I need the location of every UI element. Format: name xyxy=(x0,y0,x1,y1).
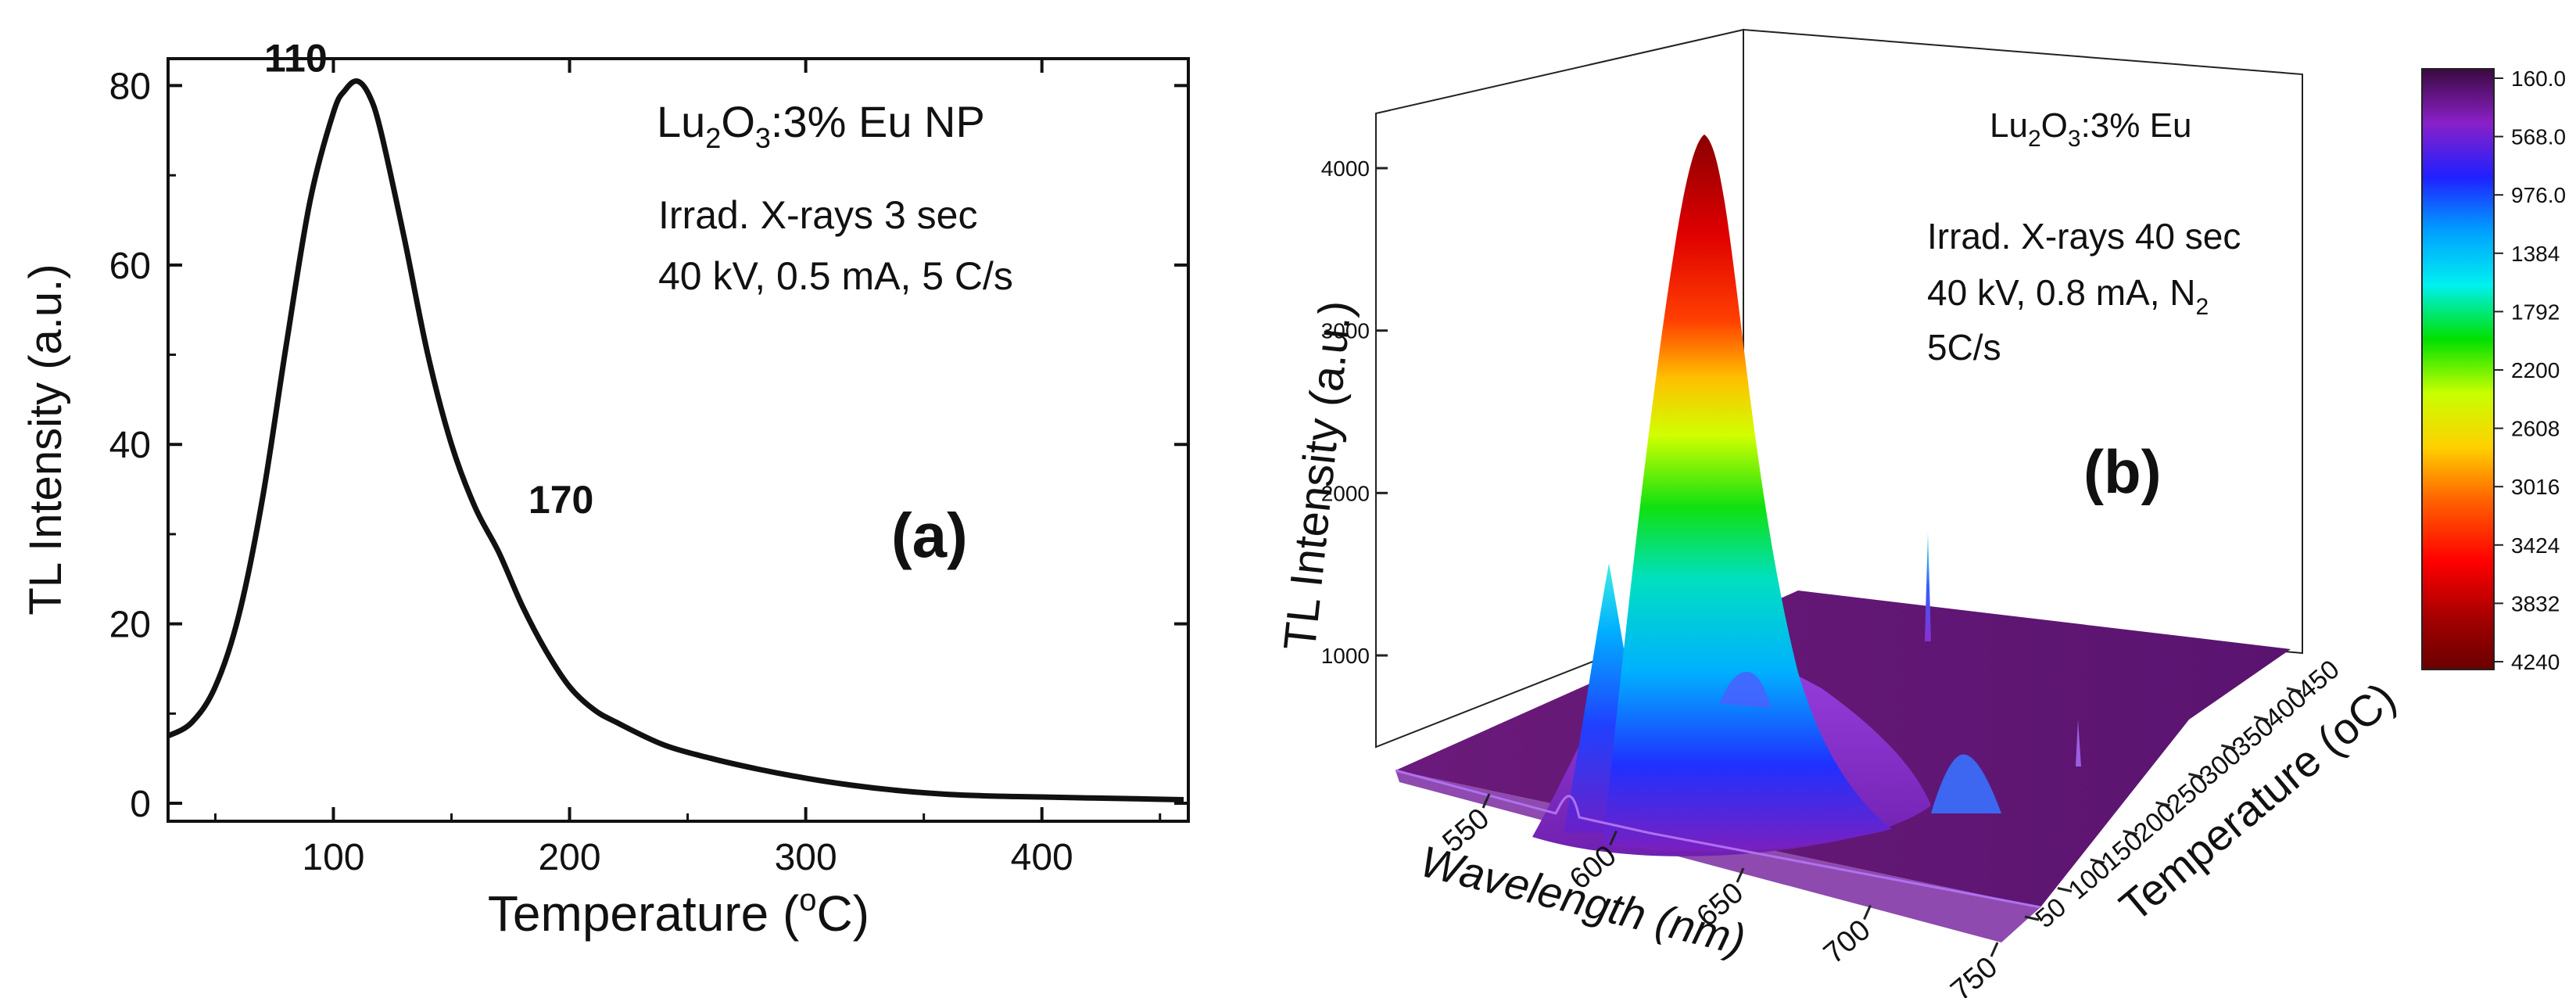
colorbar-label: 1792 xyxy=(2511,300,2560,324)
panel-label-a: (a) xyxy=(891,501,968,570)
colorbar-label: 3016 xyxy=(2511,475,2560,499)
surface-main-peak xyxy=(1603,135,1892,852)
temperature-tick xyxy=(2024,915,2040,921)
z-tick-label: 1000 xyxy=(1321,644,1370,668)
temperature-tick xyxy=(2123,830,2137,835)
y-tick-label-a: 60 xyxy=(109,246,151,287)
z-tick-label: 4000 xyxy=(1321,156,1370,181)
colorbar-label: 568.0 xyxy=(2511,125,2566,149)
colorbar-label: 4240 xyxy=(2511,650,2560,674)
wavelength-tick xyxy=(1609,830,1618,846)
tl-glow-curve xyxy=(167,78,1184,802)
x-tick-label-a: 200 xyxy=(538,837,600,878)
legend-b-line1: Lu2O3:3% Eu xyxy=(1990,106,2191,152)
x-tick-label-a: 400 xyxy=(1011,837,1073,878)
wavelength-tick xyxy=(1481,793,1491,809)
x-tick-label-a: 100 xyxy=(302,837,364,878)
peak-annotation-170: 170 xyxy=(528,478,593,522)
colorbar-label: 976.0 xyxy=(2511,183,2566,207)
colorbar-label: 3832 xyxy=(2511,591,2560,616)
y-tick-label-a: 20 xyxy=(109,605,151,646)
x-tick-label-a: 300 xyxy=(775,837,837,878)
legend-b-line2: Irrad. X-rays 40 sec xyxy=(1927,216,2241,257)
y-axis-label-a: TL Intensity (a.u.) xyxy=(20,264,71,615)
axis-ticks-a: 100 200 300 400 0 20 40 60 80 xyxy=(109,59,1188,878)
colorbar-label: 160.0 xyxy=(2511,66,2566,91)
peak-annotation-110: 110 xyxy=(264,37,328,81)
temperature-tick xyxy=(2188,773,2203,778)
y-tick-label-a: 40 xyxy=(109,425,151,466)
temperature-tick xyxy=(2090,858,2105,864)
z-axis-label-b: TL Intensity (a.u.) xyxy=(1274,298,1362,652)
plot-frame-a xyxy=(167,57,1190,823)
colorbar xyxy=(2421,68,2495,670)
colorbar-label: 2200 xyxy=(2511,358,2560,382)
colorbar-label: 2608 xyxy=(2511,417,2560,441)
z-tick-label: 2000 xyxy=(1321,481,1370,505)
legend-b-line4: 5C/s xyxy=(1927,327,2001,368)
temperature-tick xyxy=(2220,744,2236,750)
wavelength-tick xyxy=(1863,904,1872,921)
temperature-tick xyxy=(2155,801,2170,807)
colorbar-label: 1384 xyxy=(2511,242,2560,266)
surface-spike-2 xyxy=(2076,720,2081,766)
y-tick-label-a: 0 xyxy=(130,784,151,825)
wavelength-tick-label: 700 xyxy=(1818,914,1877,971)
temperature-tick xyxy=(2286,687,2302,693)
panel-b: 1000200030004000550600650700750501001502… xyxy=(1274,28,2566,998)
x-axis-label-a: Temperature (oC) xyxy=(488,883,869,942)
surface-minor-peak-high-temp xyxy=(1720,672,1771,708)
temperature-tick xyxy=(2253,716,2269,721)
wavelength-tick-label: 750 xyxy=(1945,950,2005,998)
legend-a-line2: Irrad. X-rays 3 sec xyxy=(658,193,977,237)
surface-minor-peak-710 xyxy=(1931,754,2001,813)
colorbar-label: 3424 xyxy=(2511,533,2560,558)
panel-label-b: (b) xyxy=(2083,437,2162,506)
legend-a-line3: 40 kV, 0.5 mA, 5 C/s xyxy=(658,254,1013,298)
surface-front-edge xyxy=(1395,769,2041,909)
temperature-tick xyxy=(2057,887,2073,892)
legend-b-line3: 40 kV, 0.8 mA, N2 xyxy=(1927,272,2209,320)
wavelength-tick xyxy=(1990,942,1999,957)
legend-a-line1: Lu2O3:3% Eu NP xyxy=(657,97,985,154)
y-tick-label-a: 80 xyxy=(109,66,151,107)
wavelength-tick xyxy=(1736,867,1745,883)
z-tick-label: 3000 xyxy=(1321,319,1370,343)
surface-spike xyxy=(1925,532,1931,641)
colorbar-labels: 160.0 568.0 976.0 1384 1792 2200 2608 3016 3424 3… xyxy=(2494,66,2566,674)
panel-a: 100 200 300 400 0 20 40 60 80 110 170 TL Intensit… xyxy=(20,37,1190,942)
